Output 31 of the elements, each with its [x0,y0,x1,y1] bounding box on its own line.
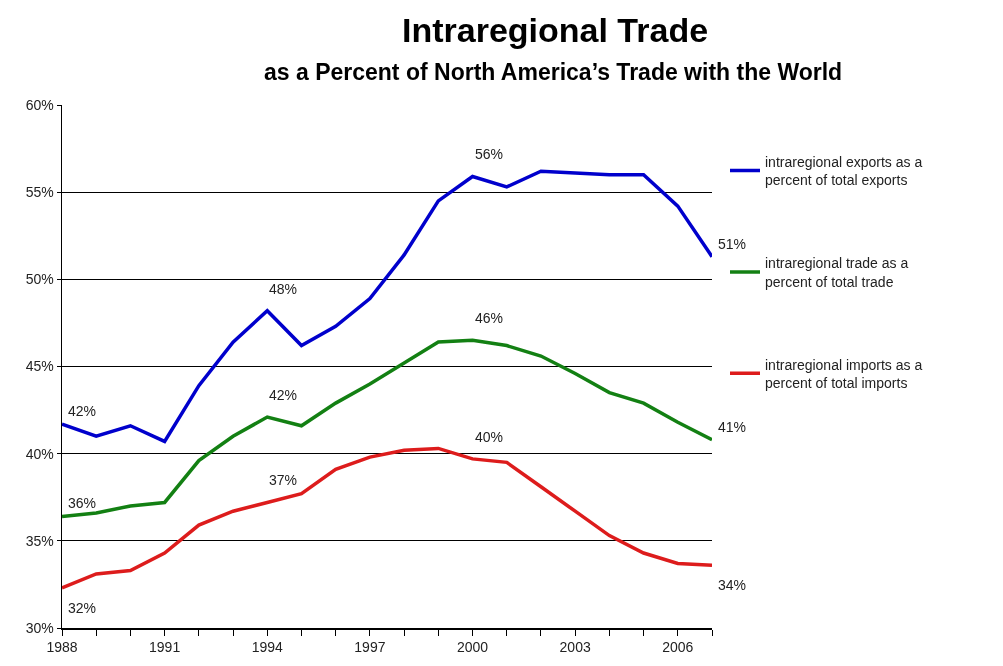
data-label: 51% [718,236,747,252]
x-tick-label: 1991 [149,639,181,656]
data-label: 48% [269,281,298,297]
legend-label: intraregional trade as a percent of total trade [765,255,909,290]
data-label: 46% [475,310,504,326]
data-label: 32% [68,600,97,616]
chart-title: Intraregional Trade [402,11,709,49]
legend-label: intraregional imports as a percent of total imports [765,356,923,391]
x-tick-label: 1988 [46,639,78,656]
data-label: 37% [269,472,298,488]
x-tick-label: 2006 [662,639,694,656]
data-label: 42% [68,403,97,419]
y-tick-label: 35% [25,532,54,549]
legend-label: intraregional exports as a percent of total exports [765,153,923,189]
data-label: 42% [269,387,298,403]
y-tick-label: 50% [25,271,54,288]
y-tick-label: 55% [25,184,54,201]
x-tick-label: 1997 [354,639,386,656]
y-tick-label: 45% [25,358,54,375]
chart-subtitle: as a Percent of North America’s Trade with the World [264,59,843,85]
data-label: 36% [68,495,97,511]
data-label: 34% [718,577,747,593]
y-tick-label: 40% [25,445,54,462]
x-tick-label: 2000 [456,639,489,656]
x-tick-label: 1994 [251,639,284,656]
data-label: 40% [475,429,504,445]
y-tick-label: 60% [25,96,54,113]
data-label: 56% [475,146,504,162]
data-label: 41% [718,419,747,435]
y-tick-label: 30% [25,619,54,636]
x-tick-label: 2003 [559,639,591,656]
